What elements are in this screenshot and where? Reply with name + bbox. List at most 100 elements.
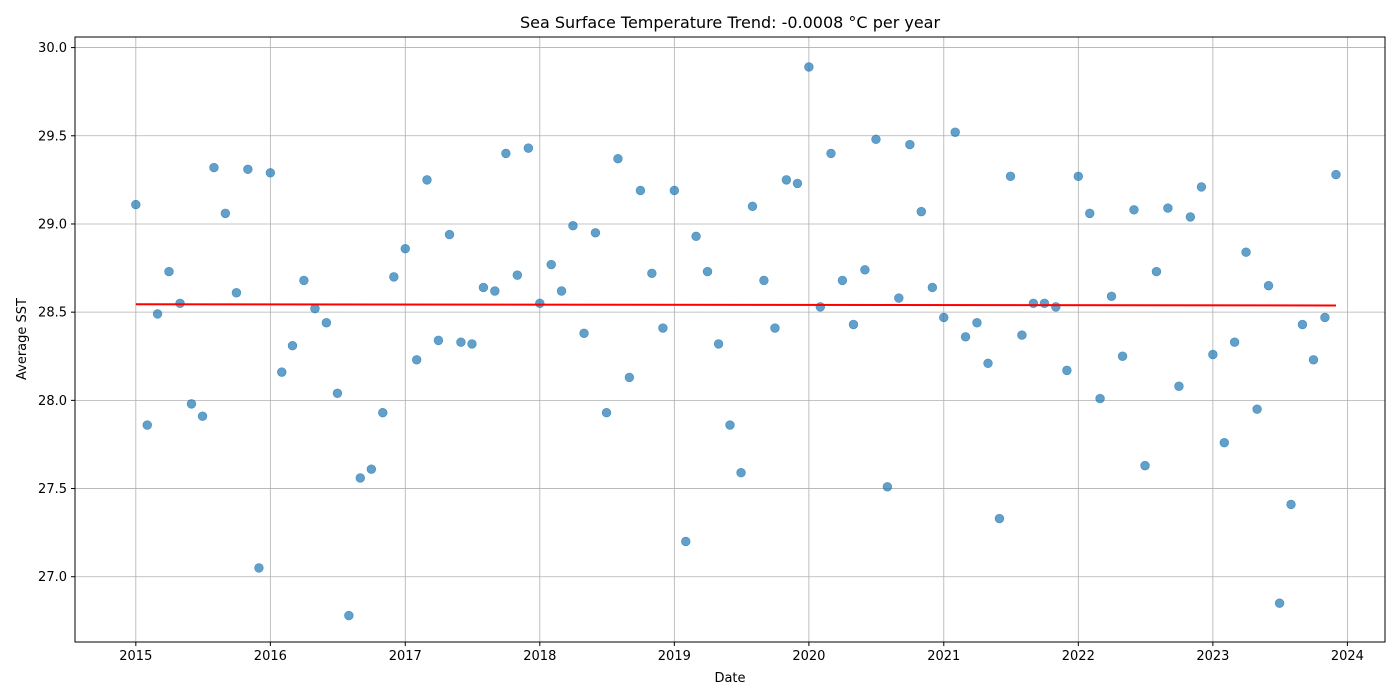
data-point (1062, 365, 1072, 376)
data-point (691, 231, 701, 242)
data-point (220, 208, 231, 219)
y-tick-label: 27.5 (38, 482, 67, 497)
data-point (444, 229, 455, 240)
data-point (960, 332, 971, 342)
data-point (736, 467, 746, 478)
data-point (1129, 205, 1139, 215)
data-point (478, 282, 489, 293)
data-point (1308, 355, 1319, 365)
data-point (1017, 330, 1027, 340)
data-point (1241, 247, 1251, 257)
data-point (556, 286, 567, 296)
data-point (1039, 298, 1050, 309)
data-point (366, 464, 377, 474)
data-point (1073, 171, 1084, 182)
data-point (590, 228, 601, 238)
data-point (231, 288, 242, 298)
data-point (792, 178, 803, 189)
data-point (512, 270, 523, 280)
y-tick-label: 29.0 (38, 217, 67, 232)
data-point (972, 318, 982, 328)
y-axis-ticks: 27.0 27.5 28.0 28.5 29.0 29.5 30.0 (38, 41, 75, 585)
data-point (186, 399, 197, 409)
data-point (332, 388, 343, 398)
data-point (826, 148, 836, 159)
data-point (490, 286, 500, 296)
data-point (815, 302, 826, 312)
data-point (770, 323, 780, 333)
data-point (882, 482, 893, 492)
data-point (1174, 381, 1184, 391)
data-point (254, 563, 264, 573)
data-point (601, 407, 612, 418)
data-point (411, 355, 422, 365)
data-point (1095, 393, 1105, 404)
x-tick-label: 2022 (1062, 649, 1095, 664)
data-point (1028, 298, 1039, 309)
data-point (1185, 212, 1196, 222)
data-point (344, 610, 354, 621)
data-point (658, 323, 668, 333)
data-point (1151, 266, 1162, 277)
data-points (131, 62, 1341, 621)
data-point (400, 243, 410, 254)
data-point (1286, 499, 1296, 510)
data-point (894, 293, 904, 303)
data-point (310, 303, 320, 314)
data-point (523, 143, 534, 153)
data-point (681, 536, 691, 547)
data-point (389, 272, 399, 282)
data-point (1219, 437, 1229, 448)
data-point (916, 206, 927, 217)
data-point (568, 221, 578, 231)
y-tick-label: 30.0 (38, 41, 67, 56)
data-point (647, 268, 657, 279)
x-axis-label: Date (714, 671, 745, 686)
data-point (939, 312, 949, 323)
data-point (804, 62, 814, 72)
x-tick-label: 2017 (389, 649, 422, 664)
y-tick-label: 28.0 (38, 394, 67, 409)
data-point (1263, 281, 1274, 291)
x-axis-ticks: 2015 2016 2017 2018 2019 2020 2021 2022 2023 2024 (119, 642, 1364, 664)
y-tick-label: 27.0 (38, 570, 67, 585)
data-point (860, 265, 870, 275)
x-tick-label: 2020 (792, 649, 825, 664)
data-point (1106, 291, 1117, 301)
data-point (277, 367, 287, 377)
plot-frame (74, 36, 1386, 643)
x-tick-label: 2021 (927, 649, 960, 664)
data-point (1320, 312, 1330, 323)
data-point (669, 185, 680, 196)
data-point (725, 420, 735, 430)
data-point (1085, 208, 1095, 219)
data-point (243, 164, 253, 174)
data-point (950, 127, 960, 137)
data-point (299, 275, 309, 286)
data-point (927, 282, 938, 293)
x-tick-label: 2015 (119, 649, 152, 664)
data-point (433, 335, 444, 346)
data-point (1051, 302, 1061, 312)
x-tick-label: 2023 (1196, 649, 1229, 664)
y-tick-label: 28.5 (38, 306, 67, 321)
data-point (131, 199, 141, 210)
data-point (702, 266, 713, 277)
data-point (1331, 169, 1341, 180)
data-point (624, 372, 635, 383)
x-tick-label: 2016 (254, 649, 287, 664)
data-point (1297, 319, 1308, 330)
data-point (546, 259, 556, 270)
data-point (378, 407, 388, 418)
data-point (197, 411, 208, 421)
data-point (1274, 598, 1285, 608)
x-tick-label: 2019 (658, 649, 691, 664)
y-tick-label: 29.5 (38, 129, 67, 144)
data-point (501, 148, 511, 159)
data-point (635, 185, 646, 196)
data-point (983, 358, 993, 369)
data-point (321, 318, 332, 328)
data-point (1140, 460, 1150, 471)
